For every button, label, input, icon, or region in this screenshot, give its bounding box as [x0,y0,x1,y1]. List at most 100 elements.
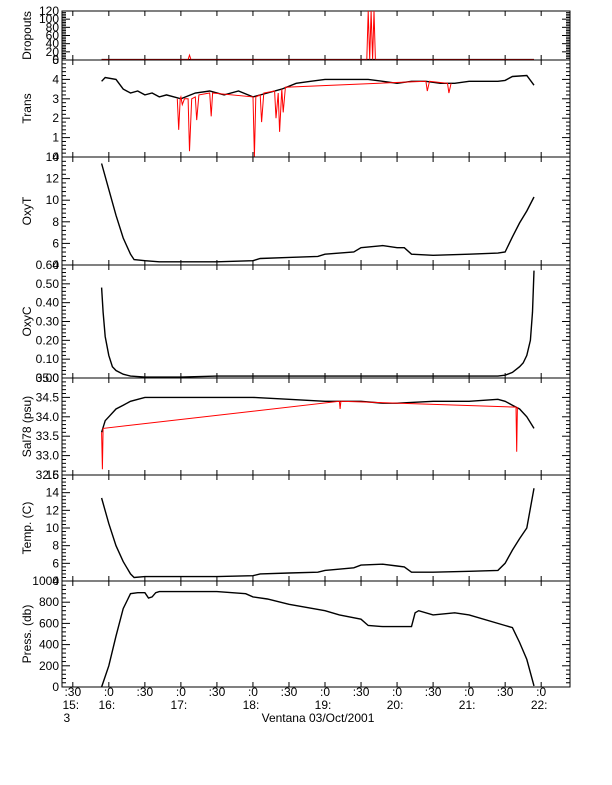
y-tick-label: 33.5 [36,429,60,443]
series-line-1 [101,10,534,61]
y-tick-label: 16 [46,468,60,482]
y-axis-label: OxyT [20,196,34,225]
y-tick-label: 0.50 [36,277,60,291]
y-tick-label: 10 [46,193,60,207]
x-axis-caption: Ventana 03/Oct/2001 [262,711,375,725]
panel-frame [61,264,571,379]
y-tick-label: 0 [52,680,59,694]
series-line-0 [100,163,535,263]
y-axis-label: OxyC [20,306,34,336]
x-tick-label: :0 [392,685,402,699]
y-tick-label: 1 [52,131,59,145]
x-hour-label: 16: [98,698,115,712]
y-tick-label: 6 [52,556,59,570]
panel-3: 0.00 0.10 0.20 0.30 0.40 0.50 0.60 OxyC [20,258,571,385]
panels: 020406080100120Dropouts012345Trans468101… [20,4,571,694]
series-line-0 [100,270,535,378]
y-tick-label: 2 [52,111,59,125]
y-axis-label: Sal78 (psu) [20,396,34,457]
x-hour-label: 22: [531,698,548,712]
x-tick-label: :0 [104,685,114,699]
x-tick-label: :30 [137,685,154,699]
y-tick-label: 33.0 [36,449,60,463]
y-tick-label: 0.00 [36,371,60,385]
x-tick-label: :0 [248,685,258,699]
y-tick-label: 12 [46,172,60,186]
y-tick-label: 5 [52,53,59,67]
panel-frame [61,474,571,582]
y-tick-label: 3 [52,92,59,106]
y-tick-label: 0 [52,150,59,164]
series-line-1 [176,80,452,158]
y-axis-label: Press. (db) [20,605,34,664]
panel-5: 4 6 8 10 12 14 16 Temp. (C) [20,468,571,588]
x-hour-label: 18: [243,698,260,712]
y-tick-label: 1000 [32,574,59,588]
y-tick-label: 35.0 [36,371,60,385]
series-line-0 [101,74,535,100]
x-tick-label: :30 [425,685,442,699]
x-hour-label: 17: [171,698,188,712]
x-hour-label: 21: [459,698,476,712]
y-tick-label: 40 [46,37,60,51]
series-line-1 [101,400,518,470]
y-tick-label: 4 [52,258,59,272]
y-tick-label: 0.20 [36,333,60,347]
y-tick-label: 100 [39,12,59,26]
x-tick-label: :30 [209,685,226,699]
y-tick-label: 0.30 [36,315,60,329]
y-axis-label: Trans [20,93,34,123]
y-axis-label: Dropouts [20,11,34,60]
series-line-0 [100,396,535,433]
y-tick-label: 600 [39,616,59,630]
y-tick-label: 32.5 [36,468,60,482]
panel-frame [61,59,571,158]
y-tick-label: 8 [52,539,59,553]
y-tick-label: 4 [52,574,59,588]
x-tick-label: :0 [536,685,546,699]
x-tick-label: :0 [320,685,330,699]
x-axis: :3015::016::30:017::30:018::30:019::30:0… [62,685,547,725]
y-tick-label: 14 [46,150,60,164]
y-tick-label: 20 [46,45,60,59]
x-tick-label: :0 [176,685,186,699]
y-tick-label: 60 [46,29,60,43]
panel-frame [61,10,571,61]
x-tick-label: :30 [281,685,298,699]
y-tick-label: 14 [46,486,60,500]
x-tick-label: :30 [353,685,370,699]
x-hour-label: 19: [315,698,332,712]
panel-6: 0 200 400 600 800 1000 Press. (db) [20,574,571,694]
series-line-0 [100,488,535,579]
panel-2: 4 6 8 10 12 14 OxyT [20,150,571,272]
x-hour-label: 15: [62,698,79,712]
y-tick-label: 0.10 [36,352,60,366]
x-day-label: 3 [63,711,70,725]
y-tick-label: 80 [46,20,60,34]
x-tick-label: :30 [64,685,81,699]
series-line-0 [100,590,535,688]
y-tick-label: 0.40 [36,296,60,310]
y-tick-label: 6 [52,236,59,250]
y-tick-label: 4 [52,72,59,86]
y-tick-label: 200 [39,659,59,673]
y-tick-label: 8 [52,215,59,229]
y-tick-label: 800 [39,595,59,609]
y-tick-label: 12 [46,503,60,517]
y-tick-label: 34.0 [36,410,60,424]
panel-frame [61,156,571,266]
panel-1: 0 1 2 3 4 5 Trans [20,53,571,164]
y-tick-label: 0 [52,53,59,67]
panel-frame [61,377,571,476]
x-tick-label: :30 [497,685,514,699]
y-tick-label: 120 [39,4,59,18]
x-tick-label: :0 [464,685,474,699]
y-axis-label: Temp. (C) [20,502,34,555]
x-hour-label: 20: [387,698,404,712]
y-tick-label: 400 [39,638,59,652]
panel-frame [61,580,571,688]
y-tick-label: 10 [46,521,60,535]
